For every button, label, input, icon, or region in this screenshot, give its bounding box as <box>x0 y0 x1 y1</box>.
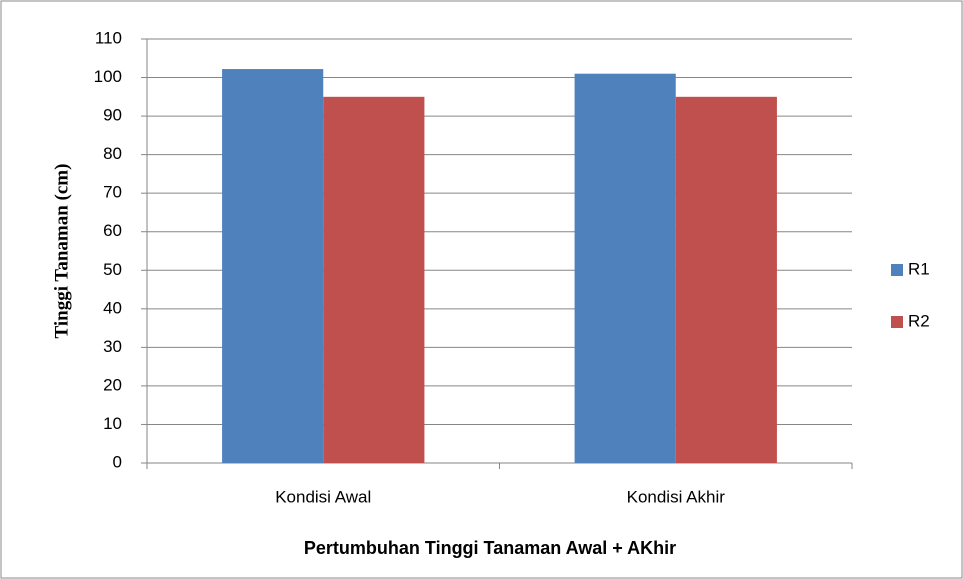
bar <box>675 96 777 464</box>
y-tick-label: 40 <box>103 298 122 317</box>
y-tick-label: 0 <box>113 452 122 471</box>
bar <box>222 69 324 463</box>
y-axis-label: Tinggi Tanaman (cm) <box>51 164 72 339</box>
y-tick-label: 70 <box>103 183 122 202</box>
y-tick-label: 60 <box>103 221 122 240</box>
y-tick-label: 80 <box>103 144 122 163</box>
legend-label: R1 <box>908 259 930 278</box>
y-tick-label: 30 <box>103 337 122 356</box>
y-tick-label: 100 <box>94 67 122 86</box>
y-tick-label: 20 <box>103 375 122 394</box>
legend-swatch <box>891 316 903 328</box>
y-tick-label: 110 <box>95 28 122 47</box>
legend-swatch <box>891 264 903 276</box>
x-tick-label: Kondisi Akhir <box>627 487 726 506</box>
y-tick-label: 50 <box>103 260 122 279</box>
bar <box>574 73 676 463</box>
x-tick-label: Kondisi Awal <box>275 487 371 506</box>
x-axis-label: Pertumbuhan Tinggi Tanaman Awal + AKhir <box>304 538 676 558</box>
legend-label: R2 <box>908 311 930 330</box>
y-tick-label: 10 <box>103 414 122 433</box>
y-tick-label: 90 <box>103 106 122 125</box>
bar <box>323 96 425 464</box>
